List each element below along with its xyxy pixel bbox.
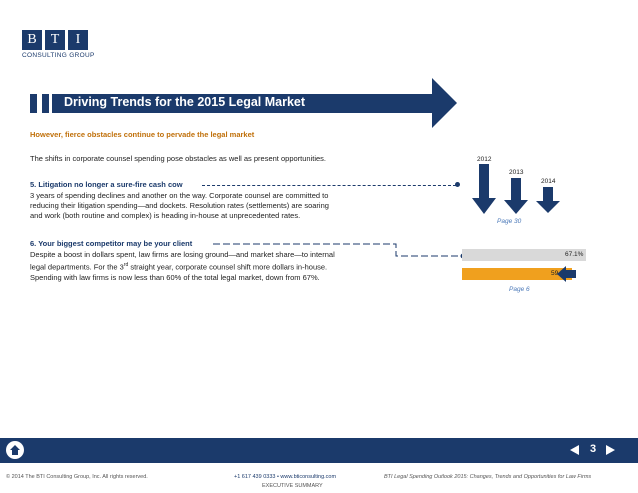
body-line: legal departments. For the 3rd straight … — [30, 262, 328, 272]
title-arrow — [52, 78, 457, 128]
triangle-left-icon[interactable] — [570, 445, 580, 455]
subheading: However, fierce obstacles continue to pe… — [30, 130, 255, 139]
connector-dot — [455, 182, 460, 187]
connector-line — [202, 185, 456, 186]
bti-logo: B T I — [22, 30, 88, 50]
home-icon[interactable] — [6, 441, 24, 459]
section-5-body: 3 years of spending declines and another… — [30, 191, 329, 221]
logo-subtitle: CONSULTING GROUP — [22, 52, 95, 59]
section-6-title: 6. Your biggest competitor may be your c… — [30, 239, 193, 248]
bar-law-firms-prior — [462, 249, 586, 261]
arrow-2012 — [472, 164, 496, 214]
year-label: 2014 — [541, 178, 556, 185]
body-line: reducing their litigation spending—and d… — [30, 201, 329, 210]
logo-letter-b: B — [22, 30, 42, 50]
logo-letter-t: T — [45, 30, 65, 50]
page-30-link[interactable]: Page 30 — [497, 218, 522, 225]
intro-text: The shifts in corporate counsel spending… — [30, 154, 327, 163]
arrow-2014 — [536, 187, 560, 213]
year-label: 2013 — [509, 169, 524, 176]
report-title: BTI Legal Spending Outlook 2015: Changes… — [384, 474, 592, 480]
page-6-link[interactable]: Page 6 — [509, 286, 530, 293]
page-number: 3 — [590, 443, 597, 455]
title-accent-bar — [42, 94, 49, 113]
decline-arrows — [472, 164, 560, 214]
footer-bar — [0, 438, 638, 463]
bar-law-firms-current — [462, 268, 572, 280]
section-6-body: Despite a boost in dollars spent, law fi… — [30, 250, 335, 283]
section-5-title: 5. Litigation no longer a sure-fire cash… — [30, 180, 183, 189]
body-line: Despite a boost in dollars spent, law fi… — [30, 250, 335, 259]
contact-info: +1 617 439 0333 • www.bticonsulting.com — [234, 474, 337, 480]
arrow-2013 — [504, 178, 528, 214]
bar-value-label: 67.1% — [565, 251, 584, 258]
body-line: Spending with law firms is now less than… — [30, 272, 320, 282]
logo-letter-i: I — [68, 30, 88, 50]
title-accent-bar — [30, 94, 37, 113]
body-line: and work (both routine and complex) is h… — [30, 211, 301, 220]
copyright: © 2014 The BTI Consulting Group, Inc. Al… — [6, 474, 148, 480]
body-line: 3 years of spending declines and another… — [30, 191, 329, 200]
year-label: 2012 — [477, 156, 492, 163]
left-arrow-icon — [557, 266, 576, 282]
page-title: Driving Trends for the 2015 Legal Market — [64, 95, 306, 109]
executive-summary-label: EXECUTIVE SUMMARY — [262, 483, 323, 489]
triangle-right-icon[interactable] — [606, 445, 616, 455]
